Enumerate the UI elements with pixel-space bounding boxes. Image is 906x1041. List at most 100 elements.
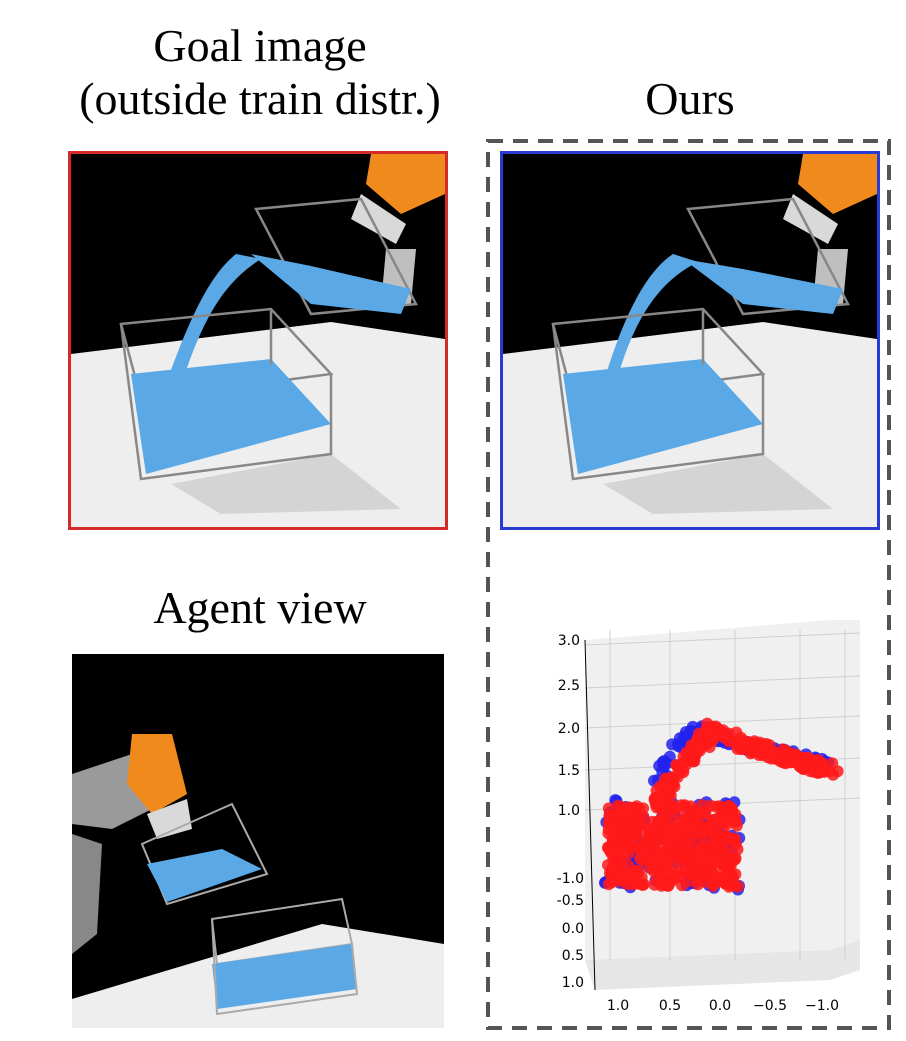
point: [679, 865, 692, 878]
point: [776, 756, 789, 769]
x-tick-label: −1.0: [805, 998, 839, 1014]
point: [679, 813, 692, 826]
plot-lower-ticks: -1.0 -0.5 0.0 0.5 1.0: [557, 871, 584, 991]
point: [723, 735, 736, 748]
point: [627, 808, 639, 821]
plot-points: [599, 717, 844, 896]
point: [628, 864, 641, 877]
goal-title-line2: (outside train distr.): [79, 72, 441, 124]
tilted-cup: [140, 802, 269, 906]
z-tick-label: -0.5: [557, 893, 584, 909]
point: [636, 821, 649, 833]
point: [602, 878, 615, 891]
point: [665, 873, 678, 886]
point: [663, 783, 676, 795]
point: [695, 850, 708, 862]
grid-line: [584, 632, 861, 646]
pour-stream: [166, 254, 261, 386]
point: [685, 746, 697, 759]
goal-title: Goal image (outside train distr.): [20, 20, 500, 126]
point: [705, 876, 718, 889]
point: [610, 831, 623, 843]
target-box: [551, 307, 766, 481]
plot-y-ticks: 3.0 2.5 2.0 1.5 1.0: [558, 633, 580, 819]
x-tick-label: −0.5: [753, 998, 787, 1014]
z-tick-label: 0.5: [562, 948, 584, 964]
point: [678, 799, 691, 812]
z-tick-label: 0.0: [562, 921, 584, 937]
z-tick-label: -1.0: [557, 871, 584, 887]
point: [786, 755, 799, 767]
x-tick-label: 0.5: [659, 998, 681, 1014]
point: [715, 874, 728, 887]
point: [636, 879, 649, 891]
point: [676, 879, 688, 892]
point: [612, 875, 625, 887]
plot-x-ticks: 1.0 0.5 0.0 −0.5 −1.0: [607, 998, 839, 1014]
plot-y-axis: [584, 639, 596, 991]
point: [671, 759, 684, 772]
point: [652, 815, 665, 828]
point: [767, 746, 780, 759]
point: [614, 808, 627, 821]
agent-view-image: [72, 654, 444, 1028]
point: [701, 723, 714, 736]
point: [634, 852, 646, 865]
goal-image: [68, 151, 448, 530]
x-tick-label: 0.0: [709, 998, 731, 1014]
y-tick-label: 1.5: [558, 763, 580, 779]
x-tick-label: 1.0: [607, 998, 629, 1014]
plot-back-pane: [585, 620, 860, 960]
point: [644, 862, 657, 875]
point: [827, 768, 840, 781]
grid-line: [584, 675, 861, 689]
agent-view-title: Agent view: [153, 582, 367, 633]
point: [664, 852, 677, 864]
point: [606, 845, 619, 858]
point: [735, 743, 748, 756]
point: [729, 868, 742, 881]
point: [796, 762, 809, 775]
point: [826, 757, 839, 770]
target-box: [119, 307, 334, 481]
point: [707, 814, 720, 827]
point: [727, 835, 740, 848]
point: [692, 824, 705, 837]
point: [722, 847, 735, 860]
point: [652, 854, 665, 867]
point: [813, 766, 826, 779]
target-box: [210, 897, 359, 1016]
tilted-cup: [683, 197, 850, 316]
point: [728, 879, 741, 892]
point: [683, 834, 696, 846]
point: [644, 833, 657, 846]
point: [692, 874, 704, 887]
y-tick-label: 1.0: [558, 803, 580, 819]
plot-floor-pane: [585, 940, 860, 990]
ours-image: [500, 151, 880, 530]
point: [663, 823, 676, 836]
tilted-cup: [251, 197, 418, 316]
point: [729, 808, 742, 821]
y-tick-label: 3.0: [558, 633, 580, 649]
point: [696, 799, 709, 812]
point: [653, 759, 666, 772]
point: [662, 835, 675, 848]
point: [716, 801, 729, 814]
point: [708, 835, 721, 848]
point: [684, 848, 697, 861]
grid-line: [584, 715, 861, 729]
ours-title: Ours: [645, 73, 735, 124]
point: [604, 816, 617, 829]
y-tick-label: 2.5: [558, 678, 580, 694]
point: [626, 835, 639, 848]
point-cloud-plot: 3.0 2.5 2.0 1.5 1.0 -1.0 -0.5 0.0 0.5 1.0 1.0 0.5…: [500, 610, 880, 1020]
z-tick-label: 1.0: [562, 975, 584, 991]
goal-title-line1: Goal image: [153, 20, 367, 71]
point: [666, 803, 679, 816]
robot-arm: [72, 734, 192, 954]
point: [753, 749, 765, 761]
point: [608, 863, 621, 876]
y-tick-label: 2.0: [558, 721, 580, 737]
